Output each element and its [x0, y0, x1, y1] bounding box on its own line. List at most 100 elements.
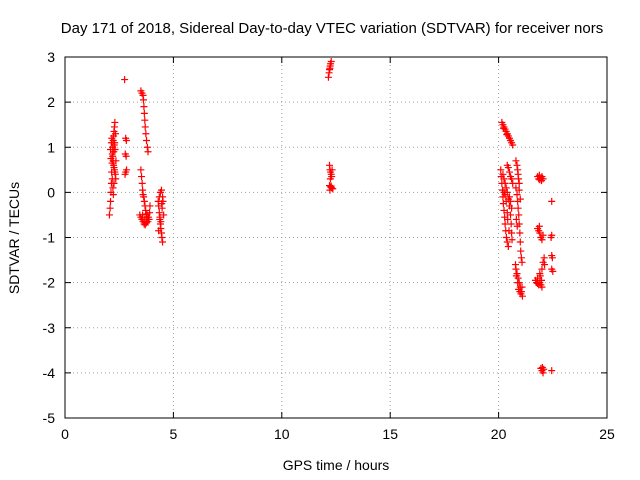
data-point: [140, 193, 148, 201]
x-tick-label: 5: [170, 426, 178, 442]
data-point: [517, 254, 525, 262]
x-tick-label: 15: [382, 426, 398, 442]
data-point: [141, 123, 149, 131]
data-point: [109, 184, 117, 192]
data-point: [326, 175, 334, 183]
data-point: [112, 130, 120, 138]
data-point: [105, 211, 113, 219]
data-point: [324, 73, 332, 81]
data-point: [539, 369, 547, 377]
data-point: [512, 272, 520, 280]
data-point: [497, 166, 505, 174]
data-point: [110, 179, 118, 187]
data-point: [122, 136, 130, 144]
data-point: [158, 234, 166, 241]
data-point: [109, 191, 117, 199]
data-point: [155, 209, 163, 217]
data-point: [157, 218, 165, 226]
plot-frame: [64, 56, 608, 419]
data-point: [513, 191, 521, 199]
data-point: [137, 166, 145, 174]
data-point: [502, 234, 510, 241]
data-point: [538, 177, 546, 185]
data-point: [516, 229, 524, 237]
data-point: [513, 161, 521, 169]
data-point: [107, 146, 115, 154]
data-point: [121, 170, 129, 178]
data-point: [140, 103, 148, 111]
data-point: [512, 261, 520, 269]
data-point: [512, 215, 520, 223]
data-point: [326, 186, 334, 194]
data-point: [143, 210, 151, 218]
data-point: [502, 197, 510, 205]
data-point: [509, 141, 517, 149]
data-point: [138, 173, 146, 181]
data-point: [501, 179, 509, 187]
data-point: [515, 186, 523, 194]
data-point: [499, 124, 507, 132]
y-tick-label: -3: [43, 320, 56, 336]
y-tick-label: 3: [47, 49, 55, 65]
data-point: [327, 58, 335, 66]
data-point: [549, 267, 557, 275]
y-tick-label: -4: [43, 365, 56, 381]
data-point: [503, 238, 511, 246]
data-point: [503, 209, 511, 217]
data-point: [508, 204, 516, 212]
data-point: [144, 148, 152, 156]
data-point: [514, 204, 522, 212]
data-point: [538, 236, 546, 244]
y-axis-label: SDTVAR / TECUs: [6, 182, 22, 294]
data-point: [503, 131, 511, 139]
data-point: [541, 261, 549, 269]
data-point: [512, 157, 520, 165]
data-point: [326, 64, 334, 72]
grid-lines: [65, 57, 607, 418]
data-point: [121, 76, 129, 84]
axis-ticks: 0 5 10 15 20 25 -5 -4 -3 -2 -1 0 1 2 3: [43, 49, 615, 442]
data-point: [143, 136, 151, 144]
data-point: [548, 197, 556, 205]
data-point: [538, 283, 546, 291]
data-point: [139, 211, 147, 219]
data-point: [138, 179, 146, 187]
data-point: [107, 197, 115, 205]
data-point: [516, 238, 524, 246]
data-point: [505, 227, 513, 235]
data-point: [518, 283, 526, 291]
data-point: [158, 200, 166, 208]
data-point: [548, 367, 556, 375]
data-point: [155, 227, 163, 235]
data-point: [160, 211, 168, 219]
data-point: [143, 143, 151, 151]
y-tick-label: -1: [43, 230, 56, 246]
data-point: [106, 204, 114, 212]
y-tick-label: 2: [47, 94, 55, 110]
data-point: [123, 166, 131, 174]
data-point: [515, 175, 523, 183]
data-point: [156, 213, 164, 221]
data-point: [140, 109, 148, 117]
data-point: [107, 139, 115, 147]
y-tick-label: -2: [43, 275, 56, 291]
data-point: [157, 186, 165, 194]
data-point: [142, 219, 150, 227]
data-point: [145, 215, 153, 223]
data-point: [505, 193, 513, 201]
data-point: [507, 220, 515, 228]
data-point: [508, 236, 516, 244]
y-tick-label: 1: [47, 139, 55, 155]
data-point: [122, 152, 130, 160]
data-point: [141, 116, 149, 124]
data-point: [500, 188, 508, 196]
data-point: [327, 182, 335, 190]
data-point: [535, 171, 543, 179]
data-point: [142, 130, 150, 138]
data-point: [538, 265, 546, 273]
data-point: [513, 222, 521, 230]
data-point: [146, 202, 154, 210]
data-point: [108, 175, 116, 183]
data-point: [535, 222, 543, 230]
data-point: [504, 243, 512, 251]
